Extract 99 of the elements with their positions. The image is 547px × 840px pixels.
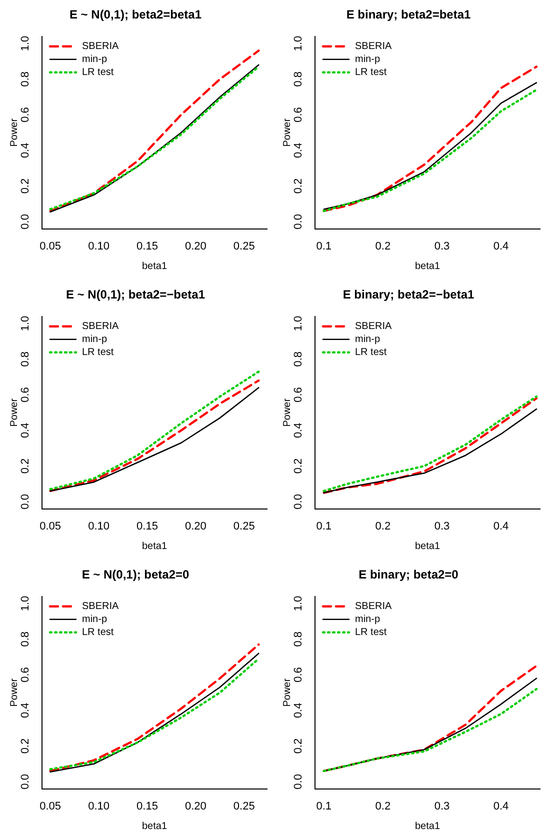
legend-label: LR test — [355, 67, 387, 78]
legend-label: LR test — [355, 347, 387, 358]
y-tick-label: 0.0 — [292, 774, 305, 790]
y-tick-label: 0.2 — [20, 458, 32, 474]
y-axis-title: Power — [8, 678, 20, 707]
y-tick-label: 0.8 — [20, 352, 32, 367]
y-tick-label: 0.6 — [292, 667, 305, 682]
x-tick-label: 0.25 — [233, 800, 255, 812]
x-tick-label: 0.3 — [434, 240, 450, 252]
legend-label: min-p — [82, 334, 108, 346]
x-tick-label: 0.25 — [233, 240, 255, 252]
x-tick-label: 0.25 — [233, 520, 255, 532]
legend-label: LR test — [82, 347, 114, 358]
legend-label: SBERIA — [355, 41, 392, 52]
y-tick-label: 0.0 — [20, 494, 32, 510]
y-tick-label: 0.2 — [292, 178, 305, 194]
y-tick-label: 0.2 — [20, 178, 32, 194]
legend-label: min-p — [355, 54, 380, 66]
legend-label: SBERIA — [82, 321, 120, 332]
x-axis-title: beta1 — [414, 260, 440, 272]
y-tick-label: 0.0 — [292, 214, 305, 230]
x-tick-label: 0.10 — [88, 240, 110, 252]
y-tick-label: 0.6 — [20, 107, 32, 122]
x-axis-title: beta1 — [142, 820, 168, 832]
legend-label: min-p — [355, 334, 380, 346]
y-tick-label: 1.0 — [20, 316, 32, 332]
chart-title: E binary; beta2=−beta1 — [342, 288, 475, 302]
x-tick-label: 0.20 — [184, 520, 206, 532]
y-tick-label: 0.6 — [20, 667, 32, 682]
x-axis-title: beta1 — [142, 260, 168, 272]
chart-title: E binary; beta2=beta1 — [346, 8, 472, 22]
x-tick-label: 0.1 — [316, 240, 332, 252]
legend-label: min-p — [82, 54, 108, 66]
legend-label: SBERIA — [355, 321, 392, 332]
x-tick-label: 0.05 — [40, 520, 62, 532]
x-axis-title: beta1 — [414, 820, 440, 832]
x-tick-label: 0.3 — [434, 520, 450, 532]
x-tick-label: 0.3 — [434, 800, 450, 812]
y-tick-label: 0.4 — [20, 702, 32, 718]
x-axis-title: beta1 — [414, 540, 440, 552]
x-tick-label: 0.1 — [316, 520, 332, 532]
x-tick-label: 0.20 — [184, 240, 206, 252]
legend-label: SBERIA — [82, 41, 120, 52]
x-tick-label: 0.4 — [493, 800, 509, 812]
legend-label: LR test — [355, 627, 387, 638]
x-tick-label: 0.2 — [375, 520, 391, 532]
y-tick-label: 0.0 — [20, 774, 32, 790]
y-tick-label: 0.4 — [292, 422, 305, 438]
y-tick-label: 0.8 — [20, 72, 32, 87]
x-tick-label: 0.10 — [88, 520, 110, 532]
legend-label: LR test — [82, 627, 114, 638]
y-tick-label: 0.8 — [292, 632, 305, 647]
y-tick-label: 1.0 — [292, 316, 305, 332]
chart-title: E ~ N(0,1); beta2=0 — [82, 568, 190, 582]
x-tick-label: 0.05 — [40, 240, 62, 252]
y-tick-label: 0.0 — [20, 214, 32, 230]
y-axis-title: Power — [282, 678, 293, 707]
y-tick-label: 0.6 — [292, 387, 305, 402]
y-tick-label: 0.8 — [292, 352, 305, 367]
y-tick-label: 1.0 — [20, 596, 32, 612]
y-tick-label: 0.4 — [20, 422, 32, 438]
y-tick-label: 0.8 — [20, 632, 32, 647]
y-axis-title: Power — [8, 118, 20, 147]
x-tick-label: 0.05 — [40, 800, 62, 812]
y-tick-label: 1.0 — [292, 596, 305, 612]
x-tick-label: 0.2 — [375, 240, 391, 252]
x-tick-label: 0.1 — [316, 800, 332, 812]
y-tick-label: 0.2 — [292, 458, 305, 474]
y-tick-label: 0.6 — [292, 107, 305, 122]
x-axis-title: beta1 — [142, 540, 168, 552]
chart-title: E ~ N(0,1); beta2=−beta1 — [66, 288, 206, 302]
legend-label: min-p — [82, 614, 108, 626]
x-tick-label: 0.10 — [88, 800, 110, 812]
legend-label: SBERIA — [82, 601, 120, 612]
y-tick-label: 0.4 — [292, 702, 305, 718]
legend-label: min-p — [355, 614, 380, 626]
x-tick-label: 0.15 — [136, 520, 158, 532]
y-tick-label: 0.4 — [292, 142, 305, 158]
x-tick-label: 0.4 — [493, 240, 509, 252]
x-tick-label: 0.2 — [375, 800, 391, 812]
y-axis-title: Power — [282, 118, 293, 147]
y-tick-label: 0.8 — [292, 72, 305, 87]
x-tick-label: 0.15 — [136, 800, 158, 812]
y-tick-label: 0.0 — [292, 494, 305, 510]
legend-label: LR test — [82, 67, 114, 78]
y-tick-label: 0.2 — [20, 738, 32, 754]
legend-label: SBERIA — [355, 601, 392, 612]
y-tick-label: 0.6 — [20, 387, 32, 402]
chart-title: E binary; beta2=0 — [358, 568, 459, 582]
x-tick-label: 0.15 — [136, 240, 158, 252]
chart-title: E ~ N(0,1); beta2=beta1 — [69, 8, 202, 22]
y-axis-title: Power — [282, 398, 293, 427]
y-tick-label: 1.0 — [292, 36, 305, 52]
y-tick-label: 0.2 — [292, 738, 305, 754]
y-tick-label: 0.4 — [20, 142, 32, 158]
y-axis-title: Power — [8, 398, 20, 427]
x-tick-label: 0.4 — [493, 520, 509, 532]
x-tick-label: 0.20 — [184, 800, 206, 812]
y-tick-label: 1.0 — [20, 36, 32, 52]
